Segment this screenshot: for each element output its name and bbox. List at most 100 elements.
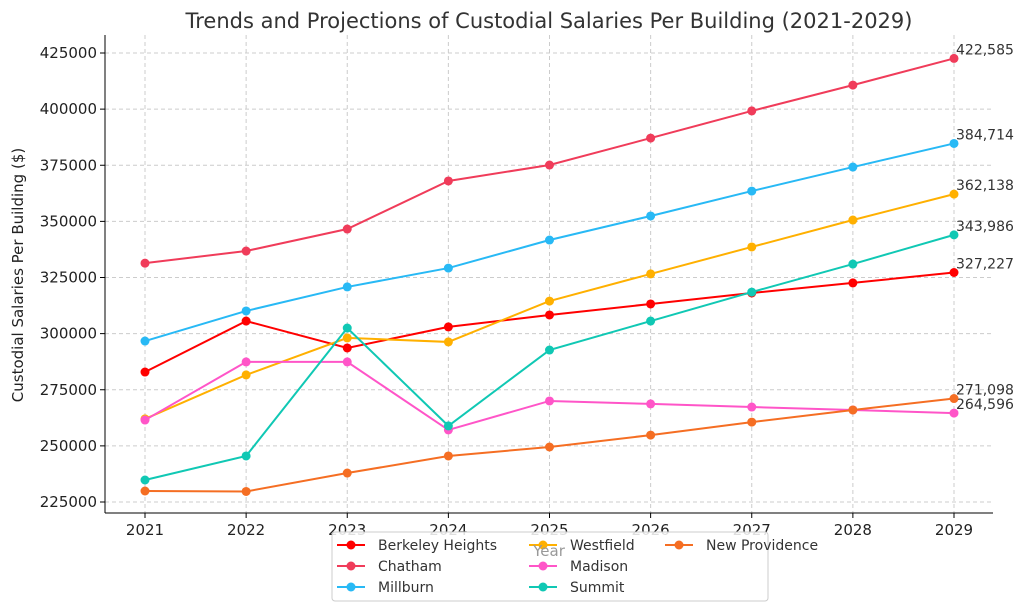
x-tick-label: 2021 [126,521,164,539]
data-point [848,259,858,269]
series-millburn: 384,714 [140,127,1014,346]
legend-marker [346,540,356,550]
y-tick-label: 225000 [40,493,97,511]
data-point [342,343,352,353]
y-axis-label: Custodial Salaries Per Building ($) [9,148,27,402]
data-point [747,402,757,412]
data-point [848,405,858,415]
legend-label: New Providence [706,538,818,554]
y-tick-label: 300000 [40,325,97,343]
data-point [949,268,959,278]
y-tick-label: 375000 [40,156,97,174]
legend-label: Summit [570,580,625,596]
x-axis-label: Year [532,542,566,560]
data-point [646,269,656,279]
data-point [342,282,352,292]
series-new-providence: 271,098 [140,383,1014,496]
data-point [545,235,554,245]
data-point [443,263,453,273]
legend-item: Westfield [529,538,635,554]
data-point [545,442,554,452]
data-point [848,80,858,90]
y-tick-label: 425000 [40,44,97,62]
end-value-label: 343,986 [956,219,1014,235]
x-tick-label: 2029 [935,521,973,539]
data-point [241,246,251,256]
legend-marker [538,561,548,571]
data-point [646,316,656,326]
data-point [241,306,251,316]
data-point [443,421,453,431]
end-value-label: 271,098 [956,383,1014,399]
data-point [545,396,554,406]
x-tick-label: 2028 [834,521,872,539]
data-point [241,357,251,367]
data-point [747,242,757,252]
legend-item: Chatham [337,559,442,575]
data-point [949,394,959,404]
legend-label: Chatham [378,559,442,575]
data-point [443,322,453,332]
legend-item: Madison [529,559,628,575]
data-point [241,486,251,496]
series-westfield: 362,138 [140,178,1014,424]
y-tick-label: 325000 [40,269,97,287]
end-value-label: 362,138 [956,178,1014,194]
legend-marker [346,561,356,571]
data-point [140,486,150,496]
data-point [342,468,352,478]
data-point [545,345,554,355]
series-madison: 264,596 [140,357,1014,435]
data-point [848,215,858,225]
data-point [848,278,858,288]
data-point [949,53,959,63]
data-point [848,162,858,172]
data-point [241,451,251,461]
end-value-label: 422,585 [956,42,1014,58]
data-point [949,138,959,148]
legend-item: New Providence [665,538,818,554]
data-point [342,333,352,343]
data-point [646,133,656,143]
end-value-label: 384,714 [956,127,1014,143]
legend-marker [538,540,548,550]
data-point [140,475,150,485]
data-point [646,299,656,309]
data-point [443,337,453,347]
data-point [140,258,150,268]
y-tick-label: 250000 [40,437,97,455]
data-point [241,316,251,326]
data-point [747,417,757,427]
data-point [646,211,656,221]
data-point [747,287,757,297]
data-point [646,399,656,409]
y-tick-label: 350000 [40,212,97,230]
data-point [241,370,251,380]
data-point [949,230,959,240]
data-point [949,408,959,418]
data-point [443,176,453,186]
data-point [140,415,150,425]
data-point [545,296,554,306]
end-value-label: 327,227 [956,257,1014,273]
series-chatham: 422,585 [140,42,1014,268]
series-summit: 343,986 [140,219,1014,485]
data-point [646,430,656,440]
data-point [342,224,352,234]
legend-label: Berkeley Heights [378,538,497,554]
data-point [949,189,959,199]
end-value-label: 264,596 [956,397,1014,413]
chart-title: Trends and Projections of Custodial Sala… [185,9,913,33]
data-point [443,451,453,461]
data-point [747,186,757,196]
legend-label: Westfield [570,538,635,554]
data-point [140,367,150,377]
data-point [342,357,352,367]
data-point [747,106,757,116]
data-point [140,336,150,346]
legend-item: Millburn [337,580,434,596]
legend-label: Millburn [378,580,434,596]
data-point [545,310,554,320]
y-tick-label: 400000 [40,100,97,118]
